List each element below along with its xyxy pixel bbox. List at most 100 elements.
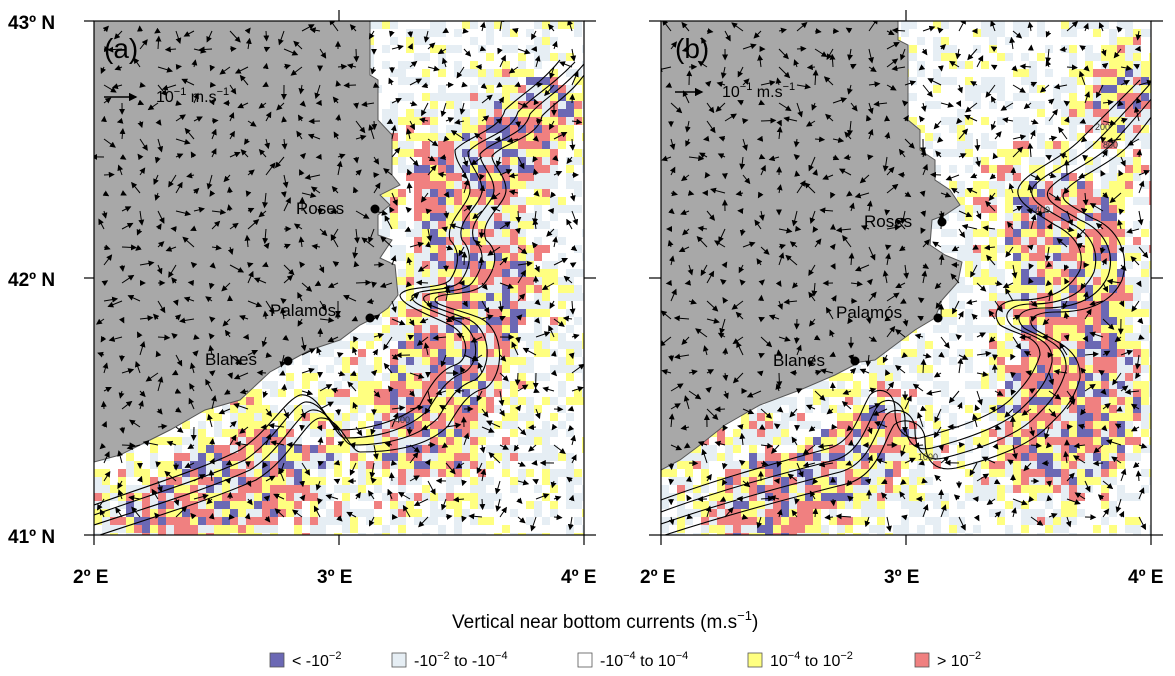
current-arrow (550, 350, 557, 357)
current-arrow (157, 334, 171, 341)
velocity-cell (190, 509, 198, 517)
velocity-cell (574, 389, 582, 397)
velocity-cell (390, 101, 398, 109)
velocity-cell (358, 477, 366, 485)
velocity-cell (150, 437, 158, 445)
velocity-cell (1005, 173, 1013, 181)
velocity-cell (438, 325, 446, 333)
velocity-cell (422, 165, 430, 173)
velocity-cell (949, 333, 957, 341)
current-arrow (462, 27, 469, 34)
velocity-cell (390, 453, 398, 461)
velocity-cell (486, 189, 494, 197)
velocity-cell (230, 453, 238, 461)
current-arrow (208, 333, 215, 340)
velocity-cell (1109, 133, 1117, 141)
current-arrow (567, 21, 573, 32)
velocity-cell (438, 189, 446, 197)
velocity-cell (438, 181, 446, 189)
current-arrow (173, 498, 180, 506)
velocity-cell (582, 293, 584, 301)
current-arrow (263, 495, 271, 502)
current-arrow (157, 300, 166, 314)
velocity-cell (1125, 317, 1133, 325)
current-arrow (155, 350, 162, 358)
velocity-cell (214, 461, 222, 469)
velocity-cell (550, 85, 558, 93)
velocity-cell (326, 509, 334, 517)
velocity-cell (406, 509, 414, 517)
velocity-cell (438, 461, 446, 469)
velocity-cell (1013, 189, 1021, 197)
velocity-cell (1013, 365, 1021, 373)
velocity-cell (494, 533, 502, 535)
velocity-cell (1053, 269, 1061, 277)
velocity-cell (502, 245, 510, 253)
velocity-cell (486, 269, 494, 277)
velocity-cell (1085, 285, 1093, 293)
velocity-cell (406, 357, 414, 365)
velocity-cell (1093, 237, 1101, 245)
velocity-cell (454, 405, 462, 413)
velocity-cell (518, 141, 526, 149)
velocity-cell (222, 469, 230, 477)
velocity-cell (158, 493, 166, 501)
velocity-cell (406, 309, 414, 317)
current-arrow (317, 460, 325, 467)
current-arrow (553, 170, 563, 177)
current-arrow (427, 480, 436, 496)
velocity-cell (542, 21, 550, 29)
current-arrow (258, 148, 267, 158)
velocity-cell (422, 293, 430, 301)
current-arrow (211, 148, 217, 158)
velocity-cell (1029, 341, 1037, 349)
velocity-cell (470, 285, 478, 293)
current-arrow (188, 397, 195, 410)
velocity-cell (334, 445, 342, 453)
current-arrow (480, 468, 487, 482)
velocity-cell (230, 509, 238, 517)
current-arrow (300, 336, 307, 352)
current-arrow (387, 488, 393, 500)
current-arrow (494, 135, 501, 142)
current-arrow (274, 508, 285, 518)
velocity-cell (502, 173, 510, 181)
velocity-cell (382, 325, 390, 333)
velocity-cell (1045, 205, 1053, 213)
velocity-cell (1077, 101, 1085, 109)
velocity-cell (230, 493, 238, 501)
current-arrow (174, 314, 182, 321)
velocity-cell (190, 469, 198, 477)
velocity-cell (446, 421, 454, 429)
velocity-cell (973, 93, 981, 101)
velocity-cell (997, 181, 1005, 189)
current-arrow (134, 360, 141, 374)
current-arrow (476, 390, 483, 402)
velocity-cell (470, 149, 478, 157)
current-arrow (485, 420, 501, 428)
velocity-cell (965, 229, 973, 237)
velocity-cell (1053, 341, 1061, 349)
velocity-cell (1085, 61, 1093, 69)
velocity-cell (1037, 277, 1045, 285)
velocity-cell (1125, 61, 1133, 69)
velocity-cell (1117, 53, 1125, 61)
velocity-cell (486, 181, 494, 189)
current-arrow (229, 84, 237, 95)
velocity-cell (214, 429, 222, 437)
current-arrow (309, 27, 321, 34)
current-arrow (337, 63, 348, 70)
velocity-cell (853, 397, 861, 405)
velocity-cell (438, 253, 446, 261)
current-arrow (563, 275, 573, 284)
velocity-cell (1117, 77, 1125, 85)
velocity-cell (542, 277, 550, 285)
velocity-cell (757, 413, 765, 421)
velocity-cell (446, 205, 454, 213)
velocity-cell (422, 365, 430, 373)
velocity-cell (550, 205, 558, 213)
velocity-cell (526, 109, 534, 117)
velocity-cell (422, 277, 430, 285)
velocity-cell (1101, 325, 1109, 333)
velocity-cell (1093, 285, 1101, 293)
